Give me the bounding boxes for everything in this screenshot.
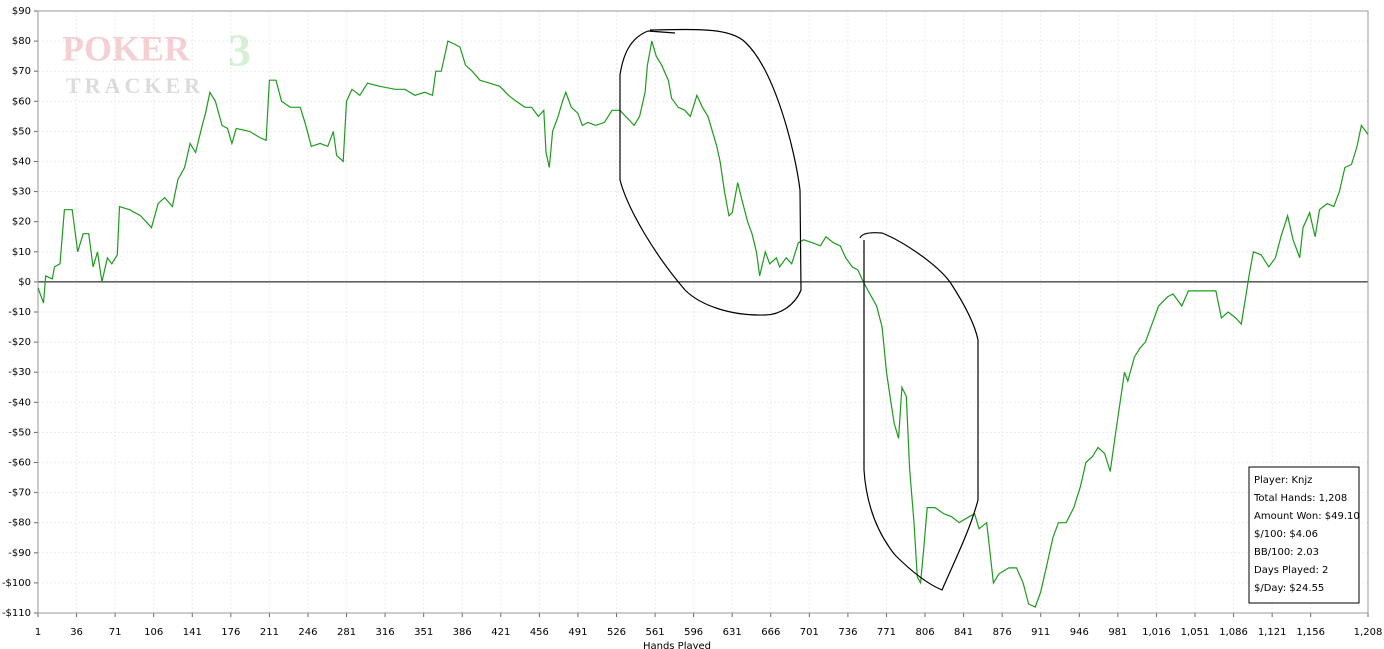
y-tick-label: $10 (12, 247, 31, 258)
stat-line: Player: Knjz (1254, 475, 1312, 486)
x-tick-label: 771 (877, 627, 896, 638)
series-layer (37, 40, 1369, 608)
y-tick-label: -$60 (8, 458, 31, 469)
stat-line: Days Played: 2 (1254, 565, 1328, 576)
x-tick-label: 701 (800, 627, 819, 638)
annotation-circle (859, 232, 979, 591)
x-tick-label: 806 (915, 627, 934, 638)
x-tick-label: 876 (993, 627, 1012, 638)
x-tick-label: 141 (183, 627, 202, 638)
x-tick-label: 246 (298, 627, 317, 638)
x-tick-label: 1 (35, 627, 41, 638)
x-tick-label: 106 (144, 627, 163, 638)
x-tick-label: 491 (568, 627, 587, 638)
x-tick-label: 1,208 (1354, 627, 1383, 638)
x-tick-label: 316 (376, 627, 395, 638)
y-tick-label: $40 (12, 157, 31, 168)
y-tick-label: $90 (12, 6, 31, 17)
stat-line: $/100: $4.06 (1254, 529, 1318, 540)
grid (34, 10, 1369, 617)
x-tick-label: 561 (646, 627, 665, 638)
x-tick-label: 631 (723, 627, 742, 638)
y-tick-label: -$80 (8, 518, 31, 529)
x-tick-label: 526 (607, 627, 626, 638)
y-tick-label: $0 (18, 277, 31, 288)
x-tick-label: 176 (221, 627, 240, 638)
x-tick-label: 1,016 (1142, 627, 1171, 638)
x-tick-label: 911 (1031, 627, 1050, 638)
y-tick-label: -$30 (8, 367, 31, 378)
annotation-circle (619, 28, 802, 316)
stats-box: Player: Knjz Total Hands: 1,208 Amount W… (1248, 466, 1360, 604)
y-tick-label: -$110 (2, 608, 31, 619)
y-tick-label: -$50 (8, 427, 31, 438)
watermark-text: 3 (228, 25, 251, 76)
y-tick-label: -$100 (2, 578, 31, 589)
plot-frame (37, 10, 1369, 614)
x-tick-label: 736 (838, 627, 857, 638)
x-tick-label: 36 (70, 627, 83, 638)
y-tick-label: -$90 (8, 548, 31, 559)
x-tick-label: 981 (1108, 627, 1127, 638)
y-tick-label: $30 (12, 187, 31, 198)
x-tick-label: 1,086 (1219, 627, 1248, 638)
y-tick-label: -$20 (8, 337, 31, 348)
y-tick-label: $70 (12, 66, 31, 77)
x-tick-label: 456 (530, 627, 549, 638)
x-tick-label: 211 (260, 627, 279, 638)
y-tick-label: $20 (12, 217, 31, 228)
x-tick-label: 281 (337, 627, 356, 638)
x-tick-label: 841 (954, 627, 973, 638)
line-series (37, 40, 1369, 608)
y-tick-label: -$10 (8, 307, 31, 318)
watermark-text: TRACKER (66, 73, 204, 98)
stats-frame (1248, 466, 1360, 604)
x-tick-label: 666 (761, 627, 780, 638)
stat-line: BB/100: 2.03 (1254, 547, 1319, 558)
y-tick-label: $50 (12, 126, 31, 137)
x-tick-label: 71 (109, 627, 122, 638)
x-tick-label: 1,051 (1181, 627, 1210, 638)
y-tick-label: -$70 (8, 488, 31, 499)
x-tick-label: 1,121 (1258, 627, 1287, 638)
x-tick-label: 421 (491, 627, 510, 638)
x-tick-label: 946 (1070, 627, 1089, 638)
y-tick-label: $60 (12, 96, 31, 107)
x-axis-label: Hands Played (643, 641, 711, 649)
watermark-text: POKER (62, 28, 191, 68)
x-tick-label: 351 (414, 627, 433, 638)
watermark: POKER TRACKER 3 (62, 25, 251, 98)
stat-line: Amount Won: $49.10 (1254, 511, 1360, 522)
x-tick-label: 1,156 (1296, 627, 1325, 638)
stat-line: Total Hands: 1,208 (1253, 493, 1347, 504)
y-tick-label: -$40 (8, 397, 31, 408)
stat-line: $/Day: $24.55 (1254, 583, 1324, 594)
x-tick-label: 596 (684, 627, 703, 638)
x-tick-label: 386 (453, 627, 472, 638)
y-tick-label: $80 (12, 36, 31, 47)
